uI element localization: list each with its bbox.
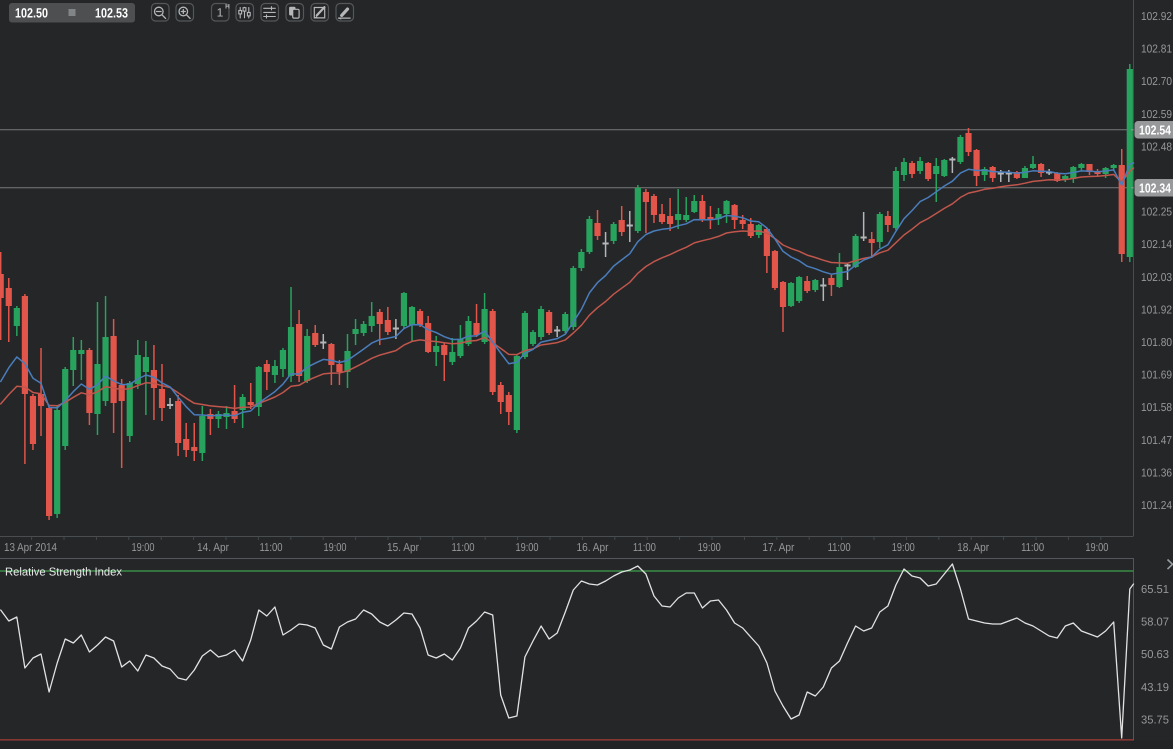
svg-text:11:00: 11:00 [633, 542, 656, 554]
svg-text:102.14: 102.14 [1141, 239, 1173, 251]
svg-text:19:00: 19:00 [698, 542, 721, 554]
svg-text:19:00: 19:00 [892, 542, 915, 554]
svg-text:11:00: 11:00 [260, 542, 283, 554]
svg-text:18. Apr: 18. Apr [957, 542, 989, 554]
svg-text:58.07: 58.07 [1141, 617, 1169, 629]
svg-text:16. Apr: 16. Apr [577, 542, 609, 554]
svg-text:11:00: 11:00 [1021, 542, 1044, 554]
svg-text:102.50: 102.50 [15, 6, 48, 21]
svg-text:19:00: 19:00 [324, 542, 347, 554]
svg-text:19:00: 19:00 [516, 542, 539, 554]
svg-text:101.58: 101.58 [1141, 402, 1172, 414]
svg-text:17. Apr: 17. Apr [762, 542, 794, 554]
svg-text:102.03: 102.03 [1141, 272, 1172, 284]
svg-text:11:00: 11:00 [452, 542, 475, 554]
svg-text:19:00: 19:00 [132, 542, 155, 554]
svg-text:19:00: 19:00 [1085, 542, 1108, 554]
svg-text:101.47: 101.47 [1141, 435, 1172, 447]
svg-text:102.53: 102.53 [95, 6, 128, 21]
svg-text:102.34: 102.34 [1139, 181, 1172, 196]
svg-text:65.51: 65.51 [1141, 584, 1169, 596]
svg-text:Relative Strength Index: Relative Strength Index [5, 567, 122, 579]
svg-text:101.36: 101.36 [1141, 467, 1172, 479]
svg-text:11:00: 11:00 [828, 542, 851, 554]
svg-text:15. Apr: 15. Apr [387, 542, 419, 554]
svg-text:102.92: 102.92 [1141, 11, 1172, 23]
svg-text:35.75: 35.75 [1141, 714, 1169, 726]
svg-text:102.48: 102.48 [1141, 141, 1172, 153]
svg-text:101.24: 101.24 [1141, 500, 1173, 512]
svg-text:101.92: 101.92 [1141, 304, 1172, 316]
svg-text:102.59: 102.59 [1141, 109, 1172, 121]
svg-text:H: H [225, 4, 230, 11]
svg-text:101.80: 101.80 [1141, 337, 1172, 349]
svg-text:43.19: 43.19 [1141, 682, 1169, 694]
svg-text:101.69: 101.69 [1141, 370, 1172, 382]
svg-text:14. Apr: 14. Apr [197, 542, 229, 554]
svg-text:102.70: 102.70 [1141, 76, 1172, 88]
svg-text:13 Apr 2014: 13 Apr 2014 [4, 542, 58, 554]
svg-text:102.81: 102.81 [1141, 44, 1172, 56]
svg-text:1: 1 [217, 6, 224, 20]
svg-text:102.25: 102.25 [1141, 207, 1172, 219]
svg-text:102.54: 102.54 [1139, 123, 1172, 138]
svg-text:50.63: 50.63 [1141, 649, 1169, 661]
